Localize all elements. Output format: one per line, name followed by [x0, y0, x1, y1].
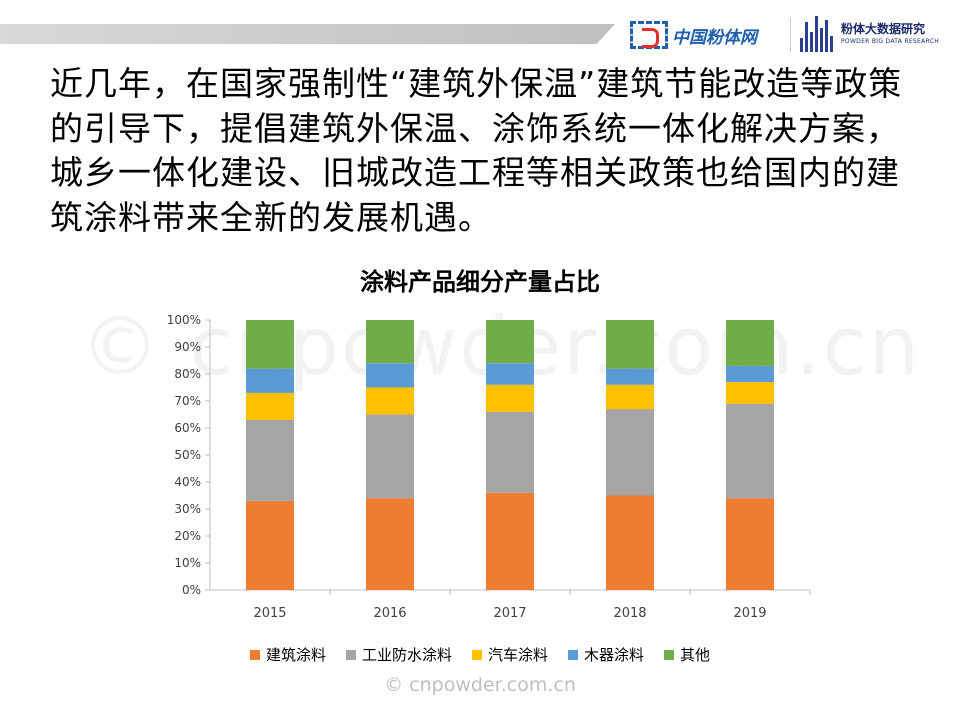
legend-item: 其他 [664, 644, 710, 665]
bar-segment [726, 320, 774, 366]
x-tick-label: 2016 [373, 606, 406, 621]
legend-item: 木器涂料 [568, 644, 644, 665]
y-tick-label: 100% [167, 313, 201, 327]
legend-label: 汽车涂料 [487, 646, 548, 664]
cnpowder-logo-text: 中国粉体网 [672, 27, 757, 48]
bar-segment [366, 320, 414, 364]
bar-segment [246, 368, 294, 393]
legend-label: 木器涂料 [584, 646, 645, 664]
bar-segment [366, 387, 414, 415]
big-data-logo-cn: 粉体大数据研究 [841, 22, 926, 36]
barcode-icon [800, 16, 835, 52]
bar-segment [246, 392, 294, 420]
legend-swatch [568, 649, 578, 660]
legend-swatch [664, 649, 675, 660]
cnpowder-logo-icon [630, 21, 668, 49]
big-data-logo[interactable]: 粉体大数据研究 POWDER BIG DATA RESEARCH [800, 16, 939, 52]
bar-segment [246, 419, 294, 501]
bar-segment [366, 498, 414, 590]
y-tick-label: 50% [174, 448, 201, 462]
chart-title: 涂料产品细分产量占比 [360, 268, 600, 296]
bar-segment [606, 409, 654, 496]
bar-segment [726, 498, 774, 590]
bar-segment [606, 320, 654, 369]
header-band [0, 24, 615, 44]
y-tick-label: 10% [174, 556, 201, 570]
bar-segment [246, 500, 294, 590]
intro-paragraph: 近几年，在国家强制性“建筑外保温”建筑节能改造等政策的引导下，提倡建筑外保温、涂… [50, 64, 903, 237]
bar-segment [366, 414, 414, 499]
y-tick-label: 40% [174, 475, 201, 489]
legend-label: 工业防水涂料 [361, 646, 452, 664]
x-tick-label: 2018 [613, 606, 646, 621]
bar-segment [726, 382, 774, 404]
legend-swatch [249, 649, 260, 660]
copyright-text: © cnpowder.com.cn [384, 674, 576, 696]
y-tick-label: 20% [174, 529, 201, 543]
y-tick-label: 0% [182, 583, 201, 597]
y-tick-label: 80% [174, 367, 201, 381]
y-tick-label: 60% [174, 421, 201, 435]
x-tick-label: 2015 [253, 606, 286, 621]
bar-segment [486, 384, 534, 412]
big-data-logo-en: POWDER BIG DATA RESEARCH [841, 38, 940, 45]
bar-segment [486, 492, 534, 590]
bar-segment [486, 320, 534, 364]
legend-item: 建筑涂料 [249, 644, 326, 665]
bar-segment [486, 363, 534, 385]
bar-segment [606, 368, 654, 385]
legend-item: 汽车涂料 [471, 644, 548, 665]
legend-label: 其他 [680, 646, 711, 664]
stacked-bar-chart: 0% 10% 20% 30% 40% 50% 60% 70% 80% 90% 100% 2015 201… [167, 313, 811, 621]
legend-label: 建筑涂料 [265, 646, 326, 664]
bar-segment [726, 403, 774, 499]
y-tick-label: 90% [174, 340, 201, 354]
legend-swatch [471, 649, 482, 660]
bar-segment [486, 411, 534, 493]
bar-segment [726, 365, 774, 383]
y-tick-label: 70% [174, 394, 201, 408]
logo-divider [790, 18, 791, 52]
y-tick-label: 30% [174, 502, 201, 516]
legend-swatch [345, 649, 356, 660]
chart-legend: 建筑涂料 工业防水涂料 汽车涂料 木器涂料 其他 [0, 644, 960, 665]
bar-segment [366, 363, 414, 388]
bar-segment [606, 495, 654, 590]
x-tick-label: 2019 [733, 606, 766, 621]
bar-segment [606, 384, 654, 410]
bar-segment [246, 320, 294, 369]
cnpowder-logo[interactable]: 中国粉体网 [630, 18, 757, 52]
legend-item: 工业防水涂料 [345, 644, 452, 665]
x-tick-label: 2017 [493, 606, 526, 621]
